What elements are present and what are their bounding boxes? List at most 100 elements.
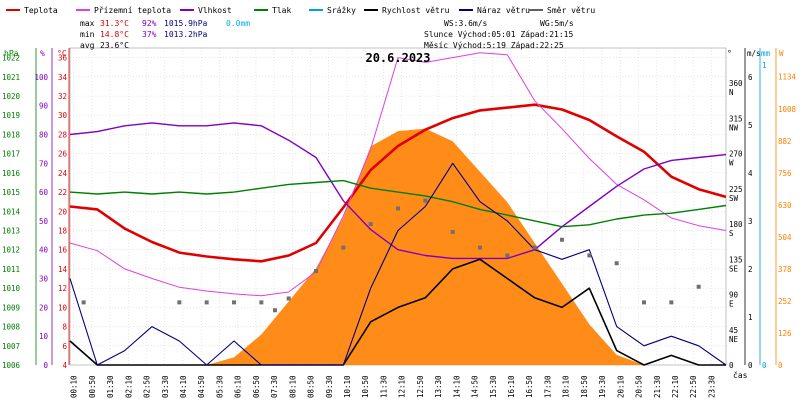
stat-max-label: max bbox=[80, 19, 95, 28]
hpa-tick: 1018 bbox=[2, 130, 21, 139]
wind-direction-point bbox=[314, 269, 318, 274]
wind-direction-point bbox=[273, 308, 277, 313]
stat-max-hum: 92% bbox=[142, 19, 157, 28]
wind-gust-info: WG:5m/s bbox=[540, 19, 574, 28]
dir-tick: 90 bbox=[729, 291, 739, 300]
legend-label: Vlhkost bbox=[198, 6, 232, 15]
temp-tick: 10 bbox=[58, 303, 68, 312]
wind-direction-point bbox=[204, 300, 209, 305]
ms-unit: m/s bbox=[747, 49, 761, 58]
legend: Teplota Přízemní teplota Vlhkost Tlak Srážky… bbox=[6, 6, 595, 15]
x-tick-label: 09:30 bbox=[325, 375, 334, 398]
pct-unit: % bbox=[40, 49, 45, 58]
mm-tick: 0 bbox=[762, 361, 767, 370]
x-tick-label: 12:10 bbox=[398, 375, 407, 398]
wind-direction-point bbox=[232, 300, 236, 305]
w-tick: 504 bbox=[778, 233, 792, 242]
legend-label: Náraz větru bbox=[477, 6, 530, 15]
pct-tick: 100 bbox=[34, 73, 48, 82]
w-tick: 0 bbox=[778, 361, 783, 370]
x-tick-label: 11:30 bbox=[379, 375, 388, 398]
solar-radiation-area bbox=[70, 128, 726, 365]
wind-direction-point bbox=[81, 300, 86, 305]
wind-direction-point bbox=[368, 222, 373, 227]
legend-label: Teplota bbox=[24, 6, 58, 15]
wind-direction-point bbox=[177, 300, 182, 305]
temp-tick: 12 bbox=[58, 284, 67, 293]
w-tick: 1134 bbox=[778, 73, 797, 82]
dir-tick: 45 bbox=[729, 326, 738, 335]
x-tick-label: 21:30 bbox=[653, 375, 662, 398]
x-tick-label: 16:10 bbox=[507, 375, 516, 398]
x-tick-label: 06:50 bbox=[252, 375, 261, 398]
wind-speed-info: WS:3.6m/s bbox=[444, 19, 488, 28]
w-tick: 882 bbox=[778, 137, 792, 146]
x-tick-label: 23:30 bbox=[707, 375, 716, 398]
stat-min-temp: 14.8°C bbox=[100, 30, 129, 39]
series-solar-area bbox=[70, 128, 726, 365]
wind-direction-point bbox=[259, 300, 264, 305]
stat-min-label: min bbox=[80, 30, 95, 39]
x-tick-label: 17:30 bbox=[543, 375, 552, 398]
ms-tick: 2 bbox=[748, 265, 753, 274]
x-tick-label: 10:10 bbox=[343, 375, 352, 398]
w-tick: 126 bbox=[778, 329, 792, 338]
x-tick-label: 07:30 bbox=[270, 375, 279, 398]
x-tick-label: 14:50 bbox=[471, 375, 480, 398]
hpa-tick: 1012 bbox=[2, 246, 20, 255]
hpa-unit: hPa bbox=[4, 49, 19, 58]
dir-tick-compass: E bbox=[729, 300, 734, 309]
temp-tick: 4 bbox=[62, 361, 67, 370]
wind-direction-point bbox=[614, 261, 619, 266]
moon-info: Měsíc Východ:5:19 Západ:22:25 bbox=[424, 41, 564, 50]
w-tick: 630 bbox=[778, 201, 792, 210]
x-tick-label: 16:50 bbox=[525, 375, 534, 398]
wind-direction-point bbox=[286, 296, 291, 301]
x-tick-label: 19:30 bbox=[598, 375, 607, 398]
pct-tick: 30 bbox=[39, 275, 49, 284]
wind-direction-point bbox=[669, 300, 674, 305]
ms-tick: 3 bbox=[748, 217, 753, 226]
stat-max-press: 1015.9hPa bbox=[164, 19, 208, 28]
hpa-tick: 1006 bbox=[2, 361, 21, 370]
dir-tick: 180 bbox=[729, 220, 743, 229]
pct-tick: 90 bbox=[39, 102, 49, 111]
x-tick-label: 10:50 bbox=[361, 375, 370, 398]
hpa-tick: 1007 bbox=[2, 342, 20, 351]
dir-tick: 225 bbox=[729, 185, 743, 194]
x-tick-label: 00:50 bbox=[88, 375, 97, 398]
dir-unit: ° bbox=[727, 49, 732, 58]
series-line-vlhkost bbox=[69, 122, 727, 260]
x-tick-label: 04:50 bbox=[197, 375, 206, 398]
hpa-tick: 1019 bbox=[2, 111, 20, 120]
stat-max-rain: 0.0mm bbox=[226, 19, 250, 28]
dir-tick-compass: S bbox=[729, 229, 734, 238]
x-tick-label: 00:10 bbox=[70, 375, 79, 398]
temp-tick: 24 bbox=[58, 169, 68, 178]
hpa-tick: 1014 bbox=[2, 207, 21, 216]
wind-direction-point bbox=[478, 245, 482, 250]
hpa-tick: 1016 bbox=[2, 169, 21, 178]
x-tick-label: 22:10 bbox=[671, 375, 680, 398]
pct-tick: 80 bbox=[39, 130, 49, 139]
wind-direction-point bbox=[532, 245, 537, 250]
x-tick-label: 01:30 bbox=[106, 375, 115, 398]
temp-tick: 22 bbox=[58, 188, 67, 197]
hpa-tick: 1013 bbox=[2, 227, 20, 236]
x-tick-label: 13:30 bbox=[434, 375, 443, 398]
wind-direction-point bbox=[450, 229, 455, 234]
pct-tick: 50 bbox=[39, 217, 49, 226]
ms-tick: 4 bbox=[748, 169, 753, 178]
stat-max-temp: 31.3°C bbox=[100, 19, 129, 28]
series-line-naraz-vetru bbox=[69, 162, 727, 366]
temp-tick: 28 bbox=[58, 130, 68, 139]
pct-tick: 0 bbox=[43, 361, 48, 370]
x-tick-label: 12:50 bbox=[416, 375, 425, 398]
x-tick-label: 02:10 bbox=[124, 375, 133, 398]
hpa-tick: 1017 bbox=[2, 150, 20, 159]
x-tick-label: 06:10 bbox=[234, 375, 243, 398]
temp-tick: 34 bbox=[58, 73, 68, 82]
ms-tick: 1 bbox=[748, 313, 753, 322]
pct-tick: 10 bbox=[39, 332, 49, 341]
